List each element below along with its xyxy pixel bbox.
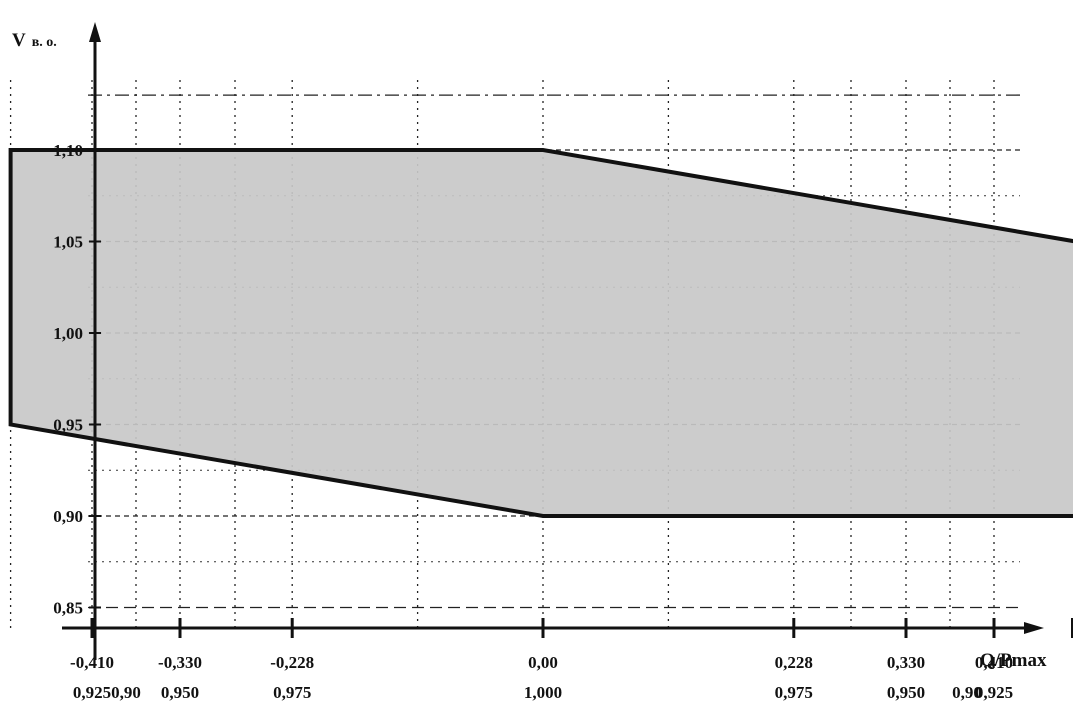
power-factor-label: 0,950 — [887, 683, 925, 702]
tick-labels: 0,85 0,90 0,95 1,00 1,05 1,10 -0,410 0,925 -0,33… — [53, 141, 1013, 702]
y-tick-label: 0,90 — [53, 507, 83, 526]
y-axis-arrow — [89, 22, 101, 42]
power-factor-label: 0,950 — [161, 683, 199, 702]
x-axis-arrow — [1024, 622, 1044, 634]
operating-region-polygon — [8, 148, 1073, 518]
x-tick-label: 0,330 — [887, 653, 925, 672]
power-factor-label: 0,925 — [73, 683, 111, 702]
power-factor-end-label: 0,90 — [111, 683, 141, 702]
power-factor-label: 0,925 — [975, 683, 1013, 702]
x-axis-label: Q/Pmax — [980, 650, 1047, 671]
y-tick-label: 1,10 — [53, 141, 83, 160]
power-factor-label: 0,975 — [775, 683, 813, 702]
y-tick-label: 0,95 — [53, 416, 83, 435]
power-factor-end-label: 0,90 — [952, 683, 982, 702]
operating-region — [8, 148, 1073, 518]
x-tick-label: 0,00 — [528, 653, 558, 672]
y-tick-label: 1,00 — [53, 324, 83, 343]
x-tick-label: 0,410 — [975, 653, 1013, 672]
y-tick-label: 1,05 — [53, 233, 83, 252]
power-factor-label: 1,000 — [524, 683, 562, 702]
x-tick-label: -0,330 — [158, 653, 202, 672]
y-tick-label: 0,85 — [53, 599, 83, 618]
x-tick-label: -0,410 — [70, 653, 114, 672]
power-factor-label: 0,975 — [273, 683, 311, 702]
x-tick-label: 0,228 — [775, 653, 813, 672]
x-tick-label: -0,228 — [270, 653, 314, 672]
